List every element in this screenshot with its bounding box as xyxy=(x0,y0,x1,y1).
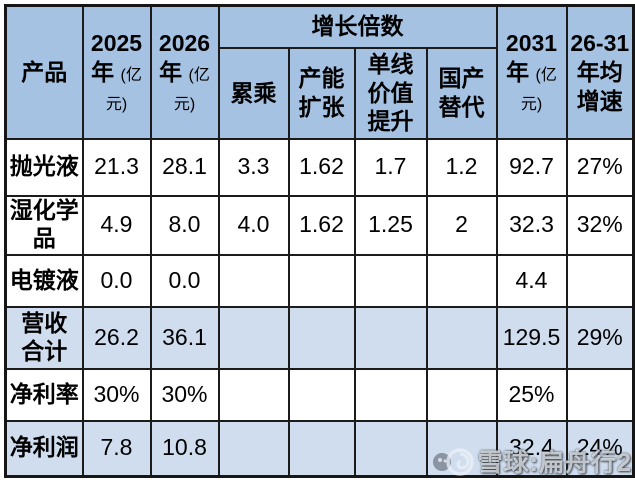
table-row-revenue-total: 营收 合计 26.2 36.1 129.5 29% xyxy=(4,305,635,370)
table-cell: 27% xyxy=(565,137,635,197)
table-cell: 4.0 xyxy=(217,194,290,256)
table-cell xyxy=(217,419,290,478)
table-cell: 21.3 xyxy=(81,137,152,197)
header-2026-unit: (亿元) xyxy=(173,66,210,113)
table-cell: 32% xyxy=(565,194,635,256)
table-cell xyxy=(287,305,356,370)
table-cell xyxy=(425,419,498,478)
header-2025: 2025年 (亿元) xyxy=(81,4,152,140)
table-cell: 4.4 xyxy=(495,253,568,308)
table-cell: 30% xyxy=(149,367,220,422)
header-2031: 2031年 (亿元) xyxy=(495,4,568,140)
row-header-cell: 抛光液 xyxy=(4,137,84,197)
table-cell: 30% xyxy=(81,367,152,422)
row-header-cell: 湿化学 品 xyxy=(4,194,84,256)
header-2031-unit: (亿元) xyxy=(520,66,557,113)
table-cell: 24% xyxy=(565,419,635,478)
table-cell: 1.62 xyxy=(287,137,356,197)
table-row-electroplating-liquid: 电镀液 0.0 0.0 4.4 xyxy=(4,253,635,308)
table-cell: 32.4 xyxy=(495,419,568,478)
header-2031-year: 2031年 xyxy=(505,30,558,85)
table-cell: 1.25 xyxy=(353,194,428,256)
table-cell xyxy=(287,367,356,422)
row-header-cell: 营收 合计 xyxy=(4,305,84,370)
table-cell: 3.3 xyxy=(217,137,290,197)
table-cell: 25% xyxy=(495,367,568,422)
table-cell: 26.2 xyxy=(81,305,152,370)
table-cell xyxy=(217,253,290,308)
table-cell: 129.5 xyxy=(495,305,568,370)
table-cell xyxy=(217,305,290,370)
table-cell xyxy=(425,253,498,308)
table-cell: 4.9 xyxy=(81,194,152,256)
table-cell: 29% xyxy=(565,305,635,370)
header-2026-year: 2026年 xyxy=(158,30,211,85)
table-row-net-profit: 净利润 7.8 10.8 32.4 24% xyxy=(4,419,635,478)
header-domestic: 国产 替代 xyxy=(425,46,498,140)
table-cell: 7.8 xyxy=(81,419,152,478)
table-cell: 10.8 xyxy=(149,419,220,478)
table-cell: 8.0 xyxy=(149,194,220,256)
table-cell xyxy=(353,419,428,478)
header-row-1: 产品 2025年 (亿元) 2026年 (亿元) 增长倍数 2031年 (亿元)… xyxy=(4,4,635,140)
header-capacity: 产能 扩张 xyxy=(287,46,356,140)
row-header-cell: 电镀液 xyxy=(4,253,84,308)
header-row-2: 累乘 产能 扩张 单线 价值 提升 国产 替代 xyxy=(6,46,634,140)
table-cell xyxy=(287,419,356,478)
table-cell xyxy=(353,367,428,422)
table-cell: 1.7 xyxy=(353,137,428,197)
header-cumulative: 累乘 xyxy=(217,46,290,140)
financial-projection-table: 产品 2025年 (亿元) 2026年 (亿元) 增长倍数 2031年 (亿元)… xyxy=(4,4,635,478)
table-cell xyxy=(287,253,356,308)
table-cell: 36.1 xyxy=(149,305,220,370)
table-cell: 28.1 xyxy=(149,137,220,197)
header-2025-year: 2025年 xyxy=(90,30,143,85)
header-cagr: 26-31 年均 增速 xyxy=(565,4,635,140)
table-cell xyxy=(565,367,635,422)
table-cell: 1.62 xyxy=(287,194,356,256)
table-cell xyxy=(217,367,290,422)
table-cell: 0.0 xyxy=(81,253,152,308)
header-product: 产品 xyxy=(4,4,84,140)
header-2025-unit: (亿元) xyxy=(105,66,142,113)
table-row-net-margin: 净利率 30% 30% 25% xyxy=(4,367,635,422)
table-cell xyxy=(425,305,498,370)
table-row-wet-chemicals: 湿化学 品 4.9 8.0 4.0 1.62 1.25 2 32.3 32% xyxy=(4,194,635,256)
table-row-polishing-liquid: 抛光液 21.3 28.1 3.3 1.62 1.7 1.2 92.7 27% xyxy=(4,137,635,197)
table-cell: 0.0 xyxy=(149,253,220,308)
header-2026: 2026年 (亿元) xyxy=(149,4,220,140)
table-cell: 2 xyxy=(425,194,498,256)
table-cell: 32.3 xyxy=(495,194,568,256)
table-cell xyxy=(565,253,635,308)
table-cell: 92.7 xyxy=(495,137,568,197)
table-cell xyxy=(353,253,428,308)
row-header-cell: 净利润 xyxy=(4,419,84,478)
header-line-value: 单线 价值 提升 xyxy=(353,46,428,140)
table-cell: 1.2 xyxy=(425,137,498,197)
table-cell xyxy=(425,367,498,422)
table-cell xyxy=(353,305,428,370)
header-growth-group: 增长倍数 xyxy=(217,4,498,49)
row-header-cell: 净利率 xyxy=(4,367,84,422)
